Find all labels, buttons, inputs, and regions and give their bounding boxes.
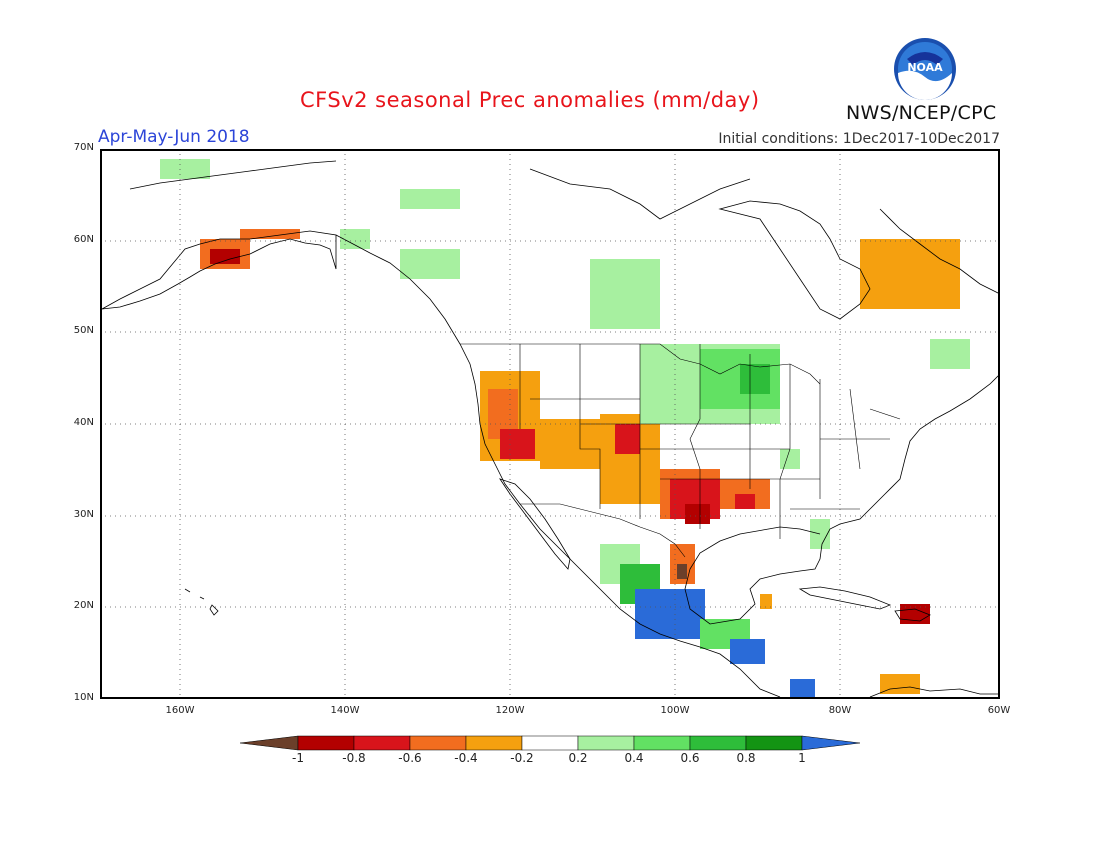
colorbar-segment <box>353 735 411 751</box>
pacific-coast <box>335 234 781 698</box>
wet-southern-mexico <box>635 589 705 639</box>
colorbar-segment <box>521 735 579 751</box>
longitude-label: 120W <box>495 705 525 716</box>
map-border <box>100 149 1000 699</box>
colorbar <box>240 735 861 751</box>
forecast-period: Apr-May-Jun 2018 <box>98 127 250 147</box>
colorbar-segment <box>409 735 467 751</box>
alaska-coast <box>101 230 337 310</box>
agency-label: NWS/NCEP/CPC <box>846 102 997 124</box>
colorbar-label: 0.4 <box>624 751 644 765</box>
us-canada-border <box>460 343 821 385</box>
wet-arctic-alaska <box>160 159 210 179</box>
wet-yukon <box>400 189 460 209</box>
south-america-coast <box>869 686 1000 698</box>
baja-california <box>499 478 571 570</box>
map-title: CFSv2 seasonal Prec anomalies (mm/day) <box>300 88 760 112</box>
wet-guatemala <box>730 639 765 664</box>
dry-louisiana <box>735 494 755 509</box>
latitude-label: 50N <box>73 325 94 336</box>
longitude-label: 140W <box>330 705 360 716</box>
latitude-label: 40N <box>73 417 94 428</box>
colorbar-label: -0.2 <box>510 751 534 765</box>
dry-hispaniola <box>900 604 930 624</box>
colorbar-label: 0.2 <box>568 751 588 765</box>
us-mexico-border <box>520 503 686 558</box>
colorbar-segment <box>689 735 747 751</box>
wet-maritimes <box>930 339 970 369</box>
coastlines <box>101 160 1000 698</box>
colorbar-label: -0.4 <box>454 751 478 765</box>
dry-new-mexico-core <box>615 424 640 454</box>
latitude-label: 20N <box>73 600 94 611</box>
gulf-coast <box>684 373 1000 625</box>
labrador-coast <box>879 208 1000 295</box>
longitude-label: 100W <box>660 705 690 716</box>
colorbar-segment <box>465 735 523 751</box>
colorbar-label: 0.6 <box>680 751 700 765</box>
colorbar-segment <box>633 735 691 751</box>
hawaii <box>184 588 219 616</box>
initial-conditions: Initial conditions: 1Dec2017-10Dec2017 <box>718 131 1000 147</box>
noaa-logo: NOAA <box>894 38 956 100</box>
colorbar-label: -0.6 <box>398 751 422 765</box>
colorbar-max-arrow <box>801 735 861 751</box>
wet-ohio-valley <box>780 449 800 469</box>
latitude-label: 70N <box>73 142 94 153</box>
wet-central-canada <box>590 259 660 329</box>
arctic-islands <box>529 168 751 220</box>
wet-british-columbia <box>400 249 460 279</box>
colorbar-label: 1 <box>798 751 806 765</box>
dry-honduras <box>760 594 772 609</box>
colorbar-label: -1 <box>292 751 304 765</box>
dry-extreme-mexico <box>677 564 687 579</box>
colorbar-label: -0.8 <box>342 751 366 765</box>
hudson-bay <box>718 200 871 320</box>
wet-great-lakes-core <box>740 364 770 394</box>
anomaly-map <box>100 149 1000 699</box>
longitude-label: 80W <box>828 705 852 716</box>
dry-california-core <box>500 429 535 459</box>
dry-alaska-core <box>210 249 240 264</box>
latitude-label: 60N <box>73 234 94 245</box>
state-borders <box>460 343 901 558</box>
wet-panama <box>790 679 815 699</box>
colorbar-min-arrow <box>240 735 299 751</box>
colorbar-segment <box>745 735 803 751</box>
colorbar-segment <box>297 735 355 751</box>
anomaly-fields <box>160 159 970 699</box>
dry-great-basin <box>540 419 600 469</box>
wet-gulf-alaska <box>340 229 370 249</box>
dry-texas-deep <box>685 504 710 524</box>
longitude-label: 160W <box>165 705 195 716</box>
dry-alaska-south <box>240 229 300 239</box>
alaska-north-coast <box>129 160 337 190</box>
longitude-label: 60W <box>987 705 1011 716</box>
latitude-label: 10N <box>73 692 94 703</box>
latitude-label: 30N <box>73 509 94 520</box>
dry-quebec <box>860 239 960 309</box>
colorbar-label: 0.8 <box>736 751 756 765</box>
noaa-logo-text: NOAA <box>907 61 943 74</box>
colorbar-segment <box>577 735 635 751</box>
lat-lon-grid <box>100 149 1000 699</box>
hispaniola <box>894 608 931 622</box>
